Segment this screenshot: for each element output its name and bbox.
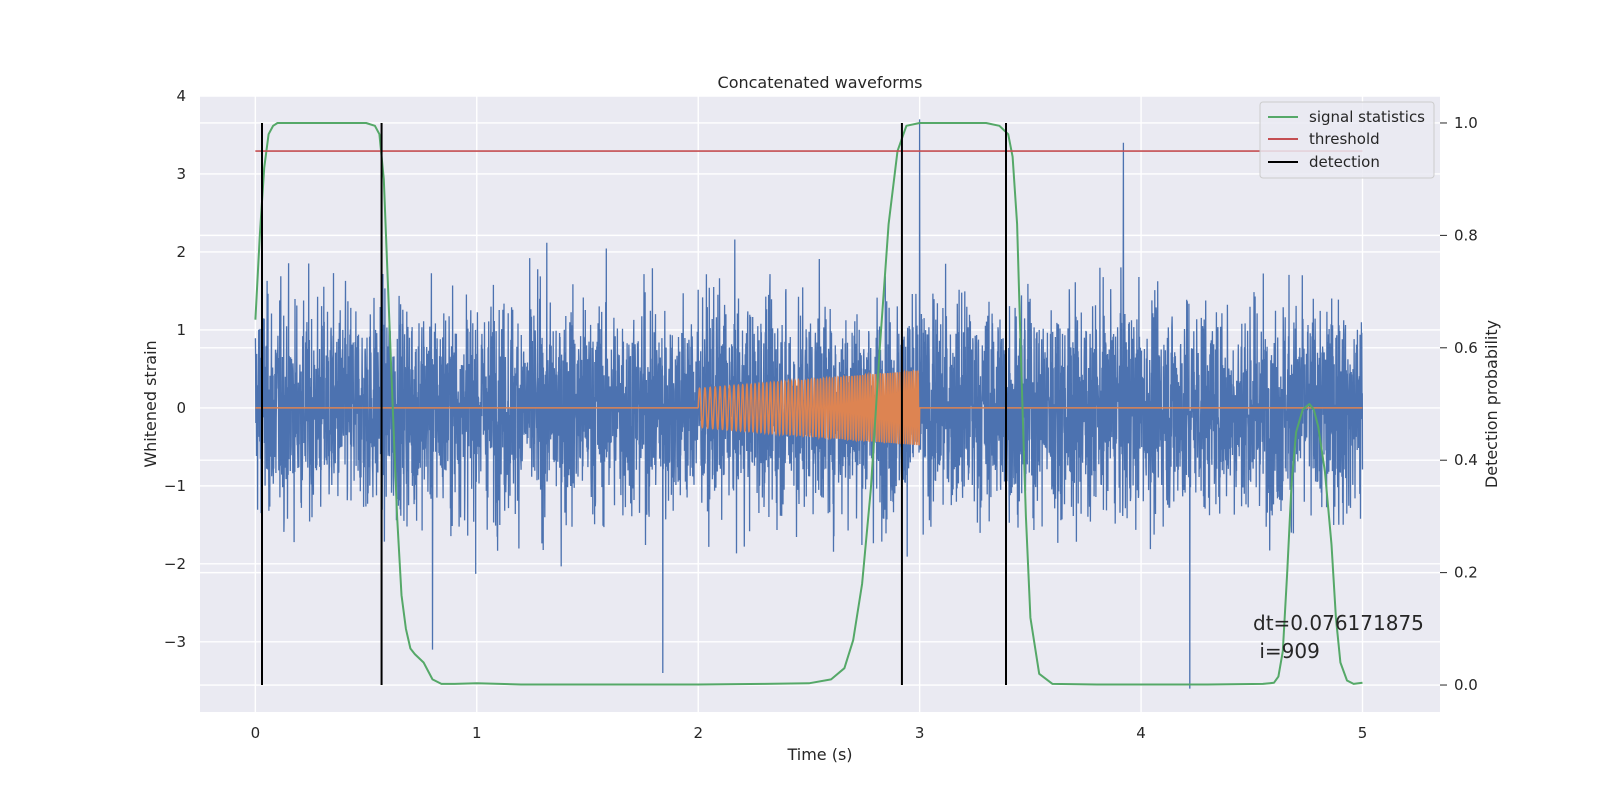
y-tick-label: 1: [176, 321, 186, 339]
x-tick-label: 2: [693, 724, 703, 742]
y2-tick-label: 0.0: [1454, 676, 1478, 694]
x-tick-label: 5: [1358, 724, 1368, 742]
chart-title: Concatenated waveforms: [718, 73, 923, 92]
series-layer: [254, 119, 1364, 689]
y-tick-label: 4: [176, 87, 186, 105]
y-tick-label: 0: [176, 399, 186, 417]
y-axis-ticks: −3 −2 −1 0 1 2 3 4: [164, 87, 186, 651]
x-axis-ticks: 0 1 2 3 4 5: [251, 724, 1368, 742]
x-tick-label: 3: [915, 724, 925, 742]
chirp-series-line: [255, 368, 1363, 446]
legend: signal statistics threshold detection: [1259, 101, 1435, 179]
legend-label-detection: detection: [1309, 153, 1380, 171]
x-tick-label: 4: [1136, 724, 1146, 742]
annotation-dt: dt=0.076171875: [1253, 611, 1424, 635]
y2-tick-label: 0.4: [1454, 451, 1478, 469]
y-tick-label: −2: [164, 555, 186, 573]
x-tick-label: 0: [251, 724, 261, 742]
x-tick-label: 1: [472, 724, 482, 742]
y2-tick-label: 0.2: [1454, 564, 1478, 582]
y-tick-label: −1: [164, 477, 186, 495]
x-axis-label: Time (s): [786, 745, 852, 764]
y-axis-label: Whitened strain: [141, 340, 160, 467]
y2-tick-label: 0.8: [1454, 226, 1478, 244]
strain-series-line: [254, 119, 1364, 689]
y-tick-label: 3: [176, 165, 186, 183]
signal-statistics-line: [254, 122, 1363, 686]
y-tick-label: −3: [164, 633, 186, 651]
y2-axis-label: Detection probability: [1482, 320, 1501, 488]
y2-axis-ticks: 0.0 0.2 0.4 0.6 0.8 1.0: [1440, 114, 1478, 694]
y2-tick-label: 0.6: [1454, 339, 1478, 357]
legend-label-threshold: threshold: [1309, 130, 1380, 148]
y-tick-label: 2: [176, 243, 186, 261]
legend-label-signal-statistics: signal statistics: [1309, 108, 1425, 126]
y2-tick-label: 1.0: [1454, 114, 1478, 132]
annotation-i: i=909: [1253, 639, 1320, 663]
legend-box: [1259, 101, 1435, 179]
